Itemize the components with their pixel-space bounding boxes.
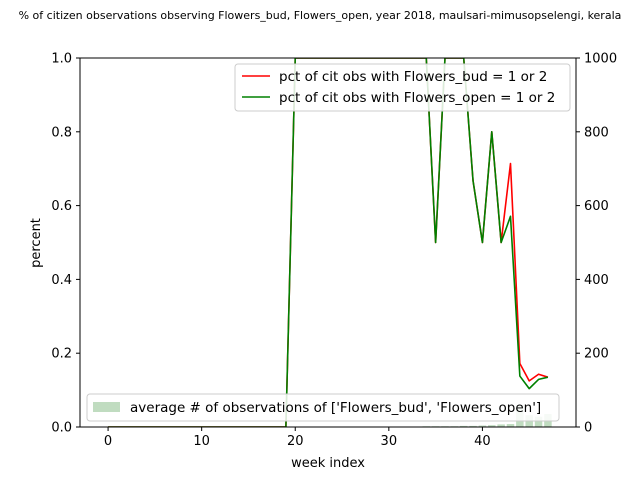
legend-swatch-avg-obs: [93, 402, 120, 412]
legend-lower: average # of observations of ['Flowers_b…: [86, 393, 560, 422]
y-axis-right: 0 200 400 600 800 1000: [576, 52, 617, 436]
obs-bar: [497, 424, 505, 427]
obs-bar: [488, 425, 496, 427]
y-tick-label: 0.2: [51, 347, 72, 362]
y2-tick-label: 0: [584, 421, 592, 436]
x-tick-label: 40: [474, 434, 491, 449]
y2-tick-label: 800: [584, 125, 609, 140]
y-tick-label: 0.4: [51, 273, 72, 288]
legend-upper-box: [234, 63, 571, 112]
x-tick-label: 20: [287, 434, 304, 449]
y-tick-label: 0.8: [51, 125, 72, 140]
legend-upper: pct of cit obs with Flowers_bud = 1 or 2…: [234, 63, 571, 112]
x-axis-label: week index: [291, 456, 365, 471]
obs-bar: [534, 416, 543, 427]
y-axis-left: 0.0 0.2 0.4 0.6 0.8 1.0: [51, 52, 80, 436]
x-axis: 0 10 20 30 40: [104, 427, 491, 449]
obs-bar: [459, 425, 468, 427]
legend-label-bud: pct of cit obs with Flowers_bud = 1 or 2: [279, 69, 547, 85]
y-tick-label: 0.0: [51, 421, 72, 436]
y2-tick-label: 200: [584, 347, 609, 362]
obs-bar: [478, 425, 487, 427]
y2-tick-label: 600: [584, 199, 609, 214]
x-tick-label: 10: [193, 434, 210, 449]
y-tick-label: 0.6: [51, 199, 72, 214]
plot-frame: [79, 57, 577, 428]
legend-label-open: pct of cit obs with Flowers_open = 1 or …: [279, 90, 555, 106]
obs-bar: [469, 425, 477, 427]
y-axis-label: percent: [29, 218, 44, 268]
y-tick-label: 1.0: [51, 52, 72, 67]
legend-lower-box: [86, 393, 560, 422]
lines-layer: [108, 58, 549, 427]
obs-bar: [506, 424, 515, 427]
legend-label-avg-obs: average # of observations of ['Flowers_b…: [130, 400, 541, 416]
y2-tick-label: 400: [584, 273, 609, 288]
x-tick-label: 30: [381, 434, 398, 449]
x-tick-label: 0: [104, 434, 112, 449]
y2-tick-label: 1000: [584, 52, 617, 67]
flowers-open-line: [108, 58, 549, 427]
chart-title: % of citizen observations observing Flow…: [19, 9, 622, 22]
